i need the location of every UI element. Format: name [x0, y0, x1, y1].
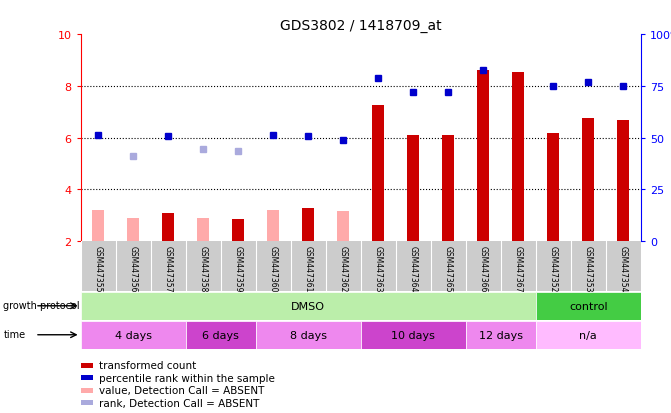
Text: 10 days: 10 days [391, 330, 435, 340]
Text: GSM447366: GSM447366 [478, 246, 488, 292]
Bar [81, 321, 186, 349]
Bar [617, 120, 629, 242]
Text: GSM447359: GSM447359 [234, 246, 243, 292]
Text: 12 days: 12 days [478, 330, 523, 340]
Text: value, Detection Call = ABSENT: value, Detection Call = ABSENT [99, 385, 264, 395]
Text: GSM447354: GSM447354 [619, 246, 628, 292]
Text: transformed count: transformed count [99, 361, 197, 370]
Bar [267, 211, 279, 242]
Bar [361, 321, 466, 349]
Bar [162, 213, 174, 242]
Title: GDS3802 / 1418709_at: GDS3802 / 1418709_at [280, 19, 442, 33]
Bar [512, 73, 524, 242]
Bar [477, 71, 489, 242]
Bar [407, 136, 419, 242]
Text: rank, Detection Call = ABSENT: rank, Detection Call = ABSENT [99, 398, 260, 408]
Bar [186, 321, 256, 349]
Bar [337, 212, 350, 242]
Text: control: control [569, 301, 608, 311]
Text: GSM447362: GSM447362 [339, 246, 348, 292]
Bar [372, 106, 384, 242]
Text: growth protocol: growth protocol [3, 300, 80, 310]
Text: GSM447358: GSM447358 [199, 246, 207, 292]
Bar [535, 321, 641, 349]
Bar [302, 208, 314, 242]
Bar [92, 211, 104, 242]
Text: GSM447365: GSM447365 [444, 246, 453, 292]
Text: time: time [3, 330, 25, 339]
Text: GSM447360: GSM447360 [268, 246, 278, 292]
Bar [81, 292, 535, 320]
Text: GSM447356: GSM447356 [129, 246, 138, 292]
Text: 6 days: 6 days [202, 330, 239, 340]
Text: GSM447357: GSM447357 [164, 246, 172, 292]
Text: n/a: n/a [579, 330, 597, 340]
Text: GSM447353: GSM447353 [584, 246, 592, 292]
Bar [582, 119, 595, 242]
Text: DMSO: DMSO [291, 301, 325, 311]
Text: GSM447367: GSM447367 [514, 246, 523, 292]
Text: GSM447363: GSM447363 [374, 246, 382, 292]
Bar [197, 218, 209, 242]
Text: 8 days: 8 days [290, 330, 327, 340]
Bar [442, 136, 454, 242]
Bar [127, 218, 139, 242]
Text: GSM447352: GSM447352 [549, 246, 558, 292]
Text: GSM447355: GSM447355 [93, 246, 103, 292]
Bar [232, 220, 244, 242]
Bar [535, 292, 641, 320]
Text: GSM447361: GSM447361 [304, 246, 313, 292]
Bar [466, 321, 535, 349]
Text: percentile rank within the sample: percentile rank within the sample [99, 373, 275, 383]
Bar [256, 321, 361, 349]
Text: 4 days: 4 days [115, 330, 152, 340]
Text: GSM447364: GSM447364 [409, 246, 417, 292]
Bar [547, 133, 560, 242]
